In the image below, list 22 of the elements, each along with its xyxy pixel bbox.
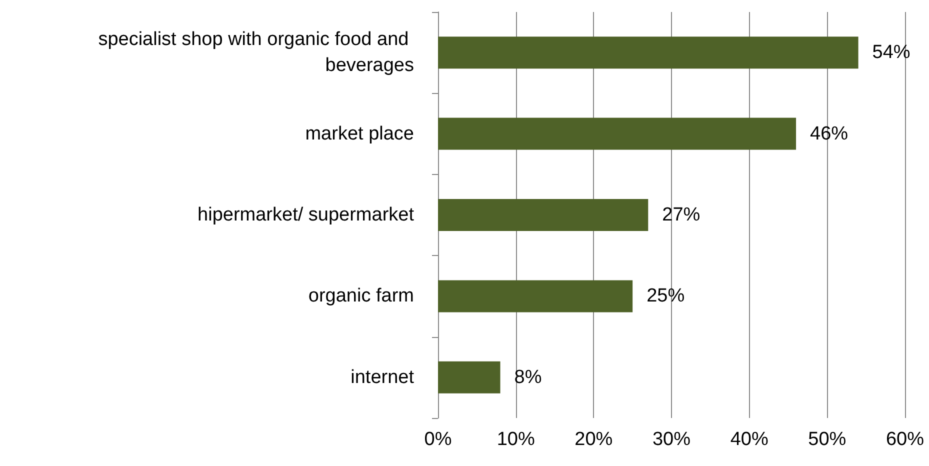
data-label: 8% — [514, 366, 542, 388]
data-label: 46% — [810, 123, 848, 144]
bar — [438, 361, 500, 394]
y-tick-label: organic farm — [308, 286, 414, 307]
x-tick-label: 60% — [886, 429, 924, 450]
y-tick-label: market place — [305, 123, 414, 144]
bar — [438, 118, 796, 150]
y-tick-label: hipermarket/ supermarket — [198, 204, 415, 226]
data-label: 54% — [872, 42, 910, 64]
data-label: 25% — [646, 286, 685, 307]
x-tick-label: 50% — [808, 429, 846, 450]
y-tick-label: internet — [350, 366, 415, 388]
bar — [438, 280, 633, 312]
x-tick-label: 40% — [730, 429, 768, 450]
x-tick-label: 10% — [496, 429, 535, 450]
data-label: 27% — [662, 204, 700, 226]
bar — [438, 36, 858, 69]
x-tick-label: 20% — [574, 429, 613, 450]
bar — [438, 199, 648, 231]
y-tick-label: specialist shop with organic food and beverages — [98, 29, 414, 76]
x-tick-label: 30% — [652, 429, 691, 450]
x-tick-label: 0% — [424, 429, 452, 450]
